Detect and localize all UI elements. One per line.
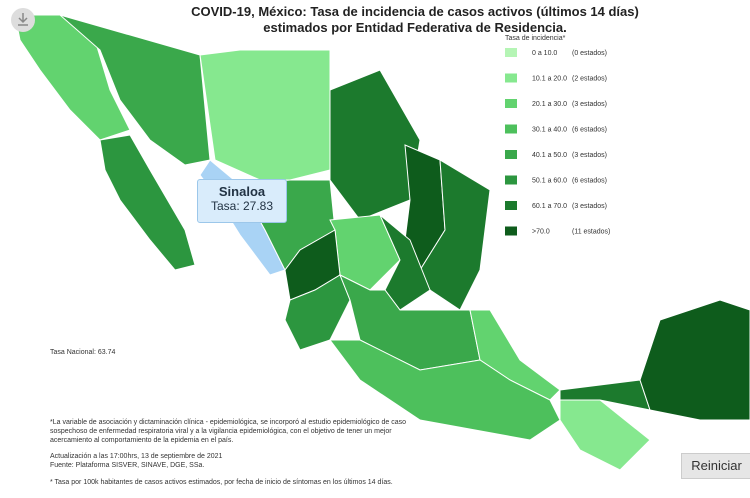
legend-swatch — [505, 73, 517, 83]
national-rate: Tasa Nacional: 63.74 — [50, 349, 116, 356]
note: Actualización a las 17:00hrs, 13 de sept… — [50, 453, 223, 460]
legend-count: (3 estados) — [572, 152, 607, 159]
state — [284, 274, 351, 351]
state — [329, 339, 561, 441]
note: *La variable de asociación y dictaminaci… — [50, 419, 407, 444]
legend-range: 40.1 a 50.0 — [532, 152, 567, 159]
state — [199, 49, 331, 181]
state — [329, 69, 421, 221]
legend-count: (6 estados) — [572, 127, 607, 134]
legend-count: (2 estados) — [572, 76, 607, 83]
legend-count: (3 estados) — [572, 203, 607, 210]
legend-swatch — [505, 201, 517, 210]
note: Fuente: Plataforma SISVER, SINAVE, DGE, … — [50, 462, 205, 469]
state — [559, 399, 651, 471]
tooltip-rate: Tasa: 27.83 — [210, 199, 274, 213]
legend-swatch — [505, 175, 517, 185]
legend-title: Tasa de incidencia* — [505, 35, 566, 42]
reset-button[interactable]: Reiniciar — [681, 453, 750, 479]
legend-range: 30.1 a 40.0 — [532, 127, 567, 134]
legend-count: (0 estados) — [572, 50, 607, 57]
legend-swatch — [505, 48, 517, 57]
tooltip-state: Sinaloa — [218, 184, 266, 199]
state — [559, 379, 651, 411]
title: COVID-19, México: Tasa de incidencia de … — [191, 4, 639, 19]
legend-count: (3 estados) — [572, 101, 607, 108]
legend-range: >70.0 — [532, 229, 550, 236]
state — [59, 14, 211, 166]
legend-swatch — [505, 226, 517, 236]
legend-range: 20.1 a 30.0 — [532, 101, 567, 108]
state — [419, 159, 491, 311]
title: estimados por Entidad Federativa de Resi… — [263, 20, 567, 35]
note: * Tasa por 100k habitantes de casos acti… — [50, 479, 393, 486]
legend-range: 60.1 a 70.0 — [532, 203, 567, 210]
legend-swatch — [505, 150, 517, 159]
states — [14, 14, 750, 471]
legend-range: 50.1 a 60.0 — [532, 178, 567, 185]
state — [99, 134, 196, 271]
legend-range: 0 a 10.0 — [532, 50, 557, 57]
state — [639, 299, 750, 421]
tooltip: Sinaloa Tasa: 27.83 — [197, 179, 287, 223]
download-arrow — [18, 13, 28, 26]
legend-swatch — [505, 124, 517, 134]
legend-count: (11 estados) — [572, 229, 610, 236]
legend: Tasa de incidencia* 0 a 10.0 (0 estados) 10… — [505, 35, 610, 236]
legend-range: 10.1 a 20.0 — [532, 76, 567, 83]
legend-swatch — [505, 99, 517, 108]
legend-count: (6 estados) — [572, 178, 607, 185]
